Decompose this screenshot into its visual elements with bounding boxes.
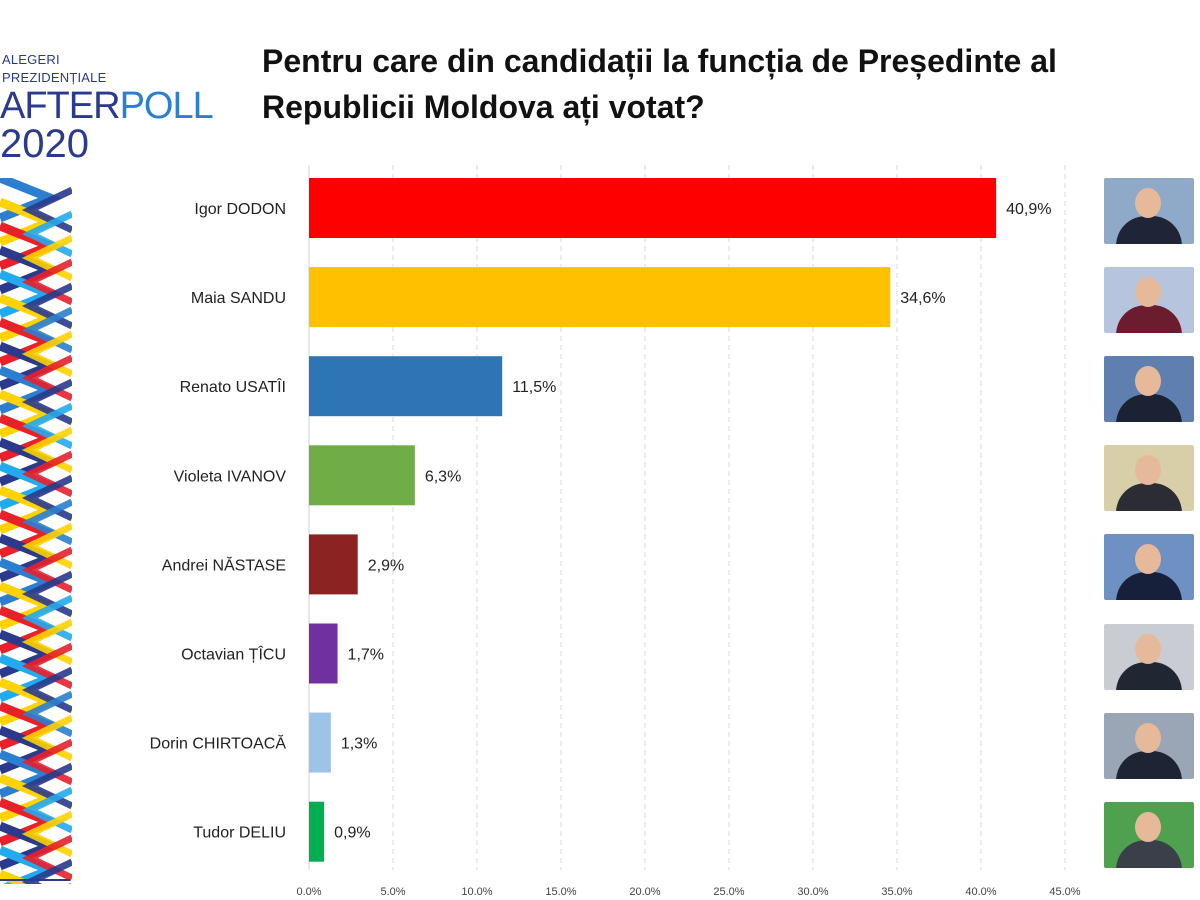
- photo-body-shape: [1116, 839, 1182, 868]
- chevron-stripe: [21, 858, 72, 884]
- photo-body-shape: [1116, 216, 1182, 244]
- data-label: 11,5%: [512, 379, 556, 396]
- candidate-photo: [1104, 712, 1194, 779]
- photo-head-shape: [1135, 722, 1161, 753]
- bar: [309, 178, 997, 238]
- data-label: 6,3%: [425, 468, 461, 485]
- photo-body-shape: [1116, 750, 1182, 779]
- category-label: Violeta IVANOV: [174, 468, 287, 485]
- candidate-photo: [1104, 534, 1194, 601]
- photo-head-shape: [1135, 188, 1161, 218]
- candidate-photo: [1104, 445, 1194, 512]
- category-label: Andrei NĂSTASE: [162, 555, 286, 574]
- x-tick-label: 45.0%: [1049, 886, 1080, 898]
- candidate-photo: [1104, 178, 1194, 244]
- photo-head-shape: [1135, 366, 1161, 397]
- logo-after: AFTER: [0, 85, 121, 127]
- data-label: 2,9%: [368, 557, 404, 574]
- candidate-photo: [1104, 356, 1194, 423]
- bar: [309, 712, 331, 773]
- x-tick-label: 15.0%: [545, 886, 576, 898]
- category-label: Tudor DELIU: [193, 825, 286, 842]
- x-tick-label: 35.0%: [881, 886, 912, 898]
- x-tick-label: 5.0%: [380, 886, 405, 898]
- logo-line-alegeri: ALEGERI: [2, 52, 60, 67]
- photo-body-shape: [1116, 661, 1182, 690]
- candidate-photo: [1104, 801, 1194, 868]
- bar: [309, 356, 503, 417]
- category-label: Igor DODON: [194, 201, 286, 218]
- candidate-photo: [1104, 623, 1194, 690]
- photo-head-shape: [1135, 811, 1161, 842]
- bar: [309, 801, 325, 862]
- x-tick-label: 40.0%: [965, 886, 996, 898]
- afterpoll-logo: ALEGERI PREZIDENȚIALE AFTERPOLL 2020: [0, 50, 214, 170]
- data-label: 34,6%: [900, 290, 945, 307]
- x-tick-label: 25.0%: [713, 886, 744, 898]
- logo-line-prezidentiale: PREZIDENȚIALE: [2, 70, 107, 85]
- photo-body-shape: [1116, 483, 1182, 512]
- logo-line-afterpoll: AFTERPOLL: [0, 85, 214, 127]
- photo-body-shape: [1116, 394, 1182, 423]
- category-label: Octavian ȚÎCU: [181, 645, 286, 664]
- x-tick-label: 30.0%: [797, 886, 828, 898]
- bar: [309, 267, 891, 328]
- logo-line-year: 2020: [0, 122, 89, 166]
- category-label: Maia SANDU: [191, 290, 286, 307]
- photo-head-shape: [1135, 544, 1161, 575]
- x-tick-label: 10.0%: [461, 886, 492, 898]
- logo-poll: POLL: [119, 85, 214, 127]
- category-label: Renato USATÎI: [180, 377, 286, 396]
- photo-body-shape: [1116, 572, 1182, 601]
- bar: [309, 623, 338, 684]
- decorative-chevron-pattern: [0, 178, 72, 884]
- data-label: 1,3%: [341, 736, 377, 753]
- data-label: 0,9%: [334, 825, 370, 842]
- x-tick-label: 0.0%: [296, 886, 321, 898]
- data-label: 1,7%: [348, 647, 384, 664]
- data-label: 40,9%: [1006, 201, 1051, 218]
- photo-body-shape: [1116, 305, 1182, 334]
- photo-head-shape: [1135, 455, 1161, 486]
- chart-title: Pentru care din candidații la funcția de…: [262, 43, 1057, 125]
- photo-head-shape: [1135, 633, 1161, 664]
- photo-head-shape: [1135, 277, 1161, 308]
- category-label: Dorin CHIRTOACĂ: [150, 734, 287, 753]
- x-tick-label: 20.0%: [629, 886, 660, 898]
- bar: [309, 534, 358, 595]
- candidate-photo: [1104, 267, 1194, 334]
- bar: [309, 445, 415, 506]
